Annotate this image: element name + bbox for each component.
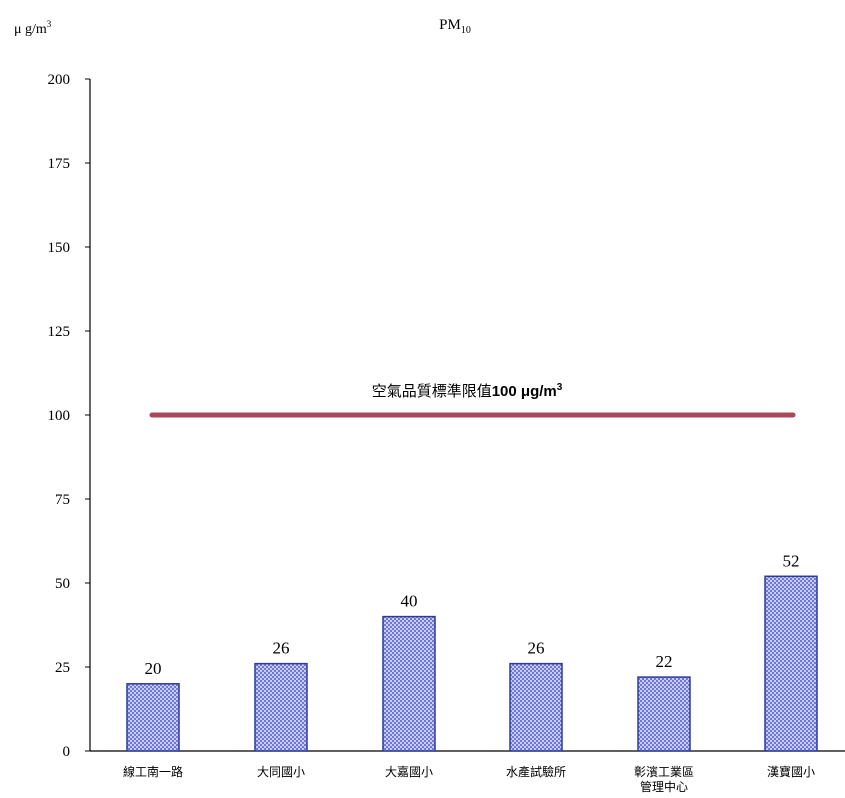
y-tick-label: 150 xyxy=(48,240,71,256)
bar-value-label: 26 xyxy=(528,639,545,658)
y-tick-label: 125 xyxy=(48,324,71,340)
y-tick-label: 50 xyxy=(55,576,70,592)
y-tick-label: 0 xyxy=(63,744,71,760)
bar-value-label: 20 xyxy=(145,659,162,678)
reference-line-group: 空氣品質標準限值100 μg/m3 xyxy=(149,382,796,418)
y-tick-label: 200 xyxy=(48,72,71,88)
bar xyxy=(509,662,563,752)
value-labels: 20 26 40 26 22 52 xyxy=(145,551,800,678)
y-axis-unit-label: μ g/m3 xyxy=(14,19,52,37)
x-category-label: 漢寶國小 xyxy=(767,764,815,779)
bar xyxy=(637,676,691,752)
bar xyxy=(254,662,308,752)
chart-title-subscript: 10 xyxy=(461,25,471,36)
reference-line-label-value: 100 μg/m xyxy=(492,383,557,400)
x-category-label: 大嘉國小 xyxy=(385,765,433,779)
reference-line-label-superscript: 3 xyxy=(557,382,563,393)
x-category-label: 水產試驗所 xyxy=(506,764,566,779)
x-category-label: 線工南一路 xyxy=(123,764,183,779)
y-axis-ticks: 0 25 50 75 100 125 150 175 200 xyxy=(48,72,90,760)
bars xyxy=(126,575,818,752)
y-tick-label: 25 xyxy=(55,660,70,676)
x-category-label: 管理中心 xyxy=(640,779,688,794)
bar-value-label: 52 xyxy=(783,551,800,570)
y-tick-label: 175 xyxy=(48,156,71,172)
reference-line-label-text: 空氣品質標準限值 xyxy=(372,382,492,400)
bar xyxy=(382,615,436,752)
x-category-label: 彰濱工業區 xyxy=(634,764,694,779)
x-category-label: 大同國小 xyxy=(257,765,305,779)
bar-value-label: 40 xyxy=(401,592,418,611)
y-axis-unit-superscript: 3 xyxy=(47,19,52,29)
bar xyxy=(764,575,818,752)
bar xyxy=(126,683,180,752)
reference-line-label: 空氣品質標準限值100 μg/m3 xyxy=(372,382,563,400)
chart-title: PM10 xyxy=(439,17,471,36)
bar-value-label: 26 xyxy=(273,639,290,658)
y-tick-label: 75 xyxy=(55,492,70,508)
y-tick-label: 100 xyxy=(48,408,71,424)
bar-value-label: 22 xyxy=(656,652,673,671)
